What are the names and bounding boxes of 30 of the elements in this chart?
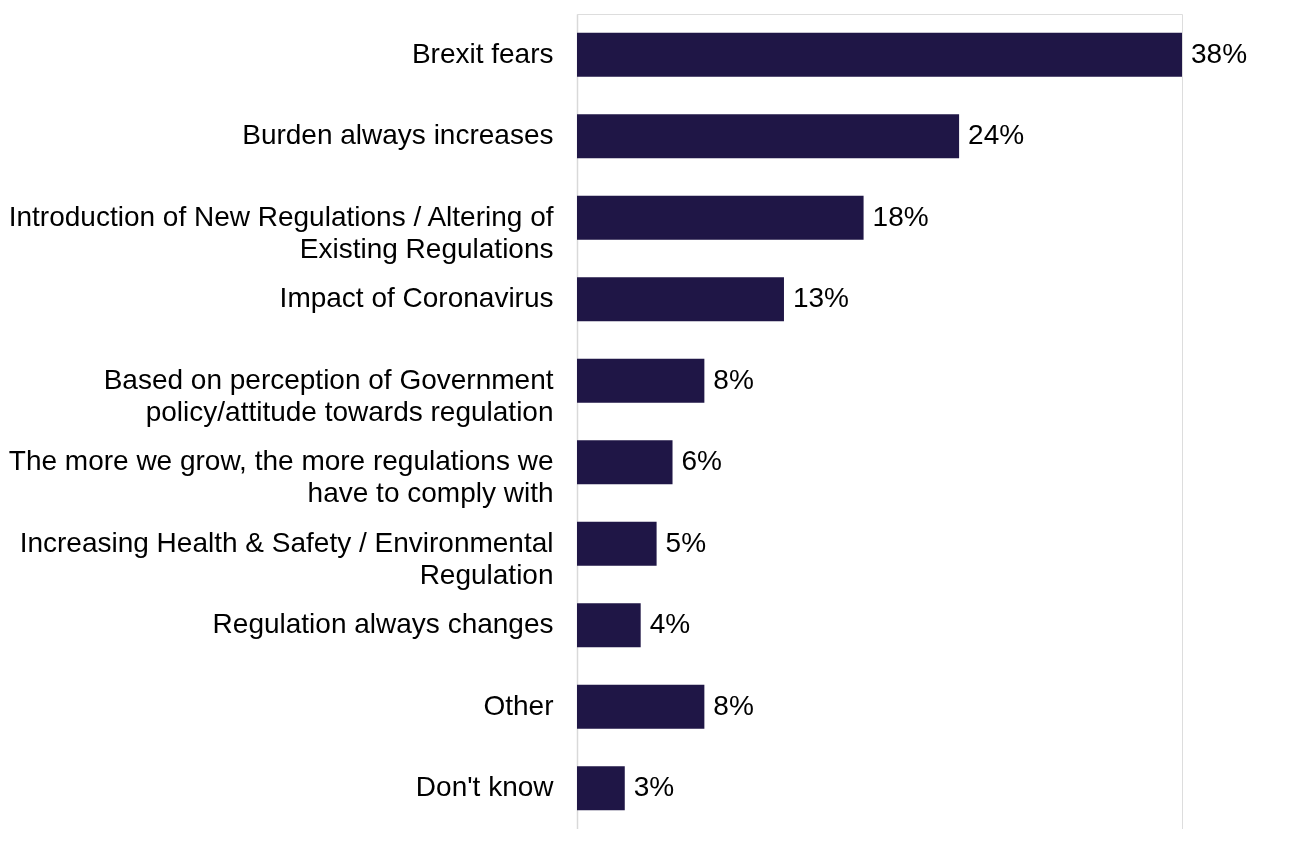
y-tick-label: Impact of Coronavirus (279, 282, 554, 314)
bar (577, 684, 705, 729)
bar (577, 277, 784, 322)
y-tick-label: Regulation always changes (212, 608, 554, 640)
y-tick-label: Brexit fears (411, 37, 554, 69)
bar (577, 521, 657, 566)
data-label: 8% (713, 363, 754, 395)
bar (577, 114, 960, 159)
y-tick-label: Based on perception of Government policy/attitude towards regulation (103, 363, 554, 427)
y-tick-label: Don't know (415, 771, 555, 803)
y-tick-label: The more we grow, the more regulations we have to comply with (8, 445, 554, 509)
bar (577, 440, 673, 485)
data-label: 8% (713, 689, 754, 721)
bar (577, 766, 625, 811)
bar (577, 32, 1182, 77)
bar (577, 603, 641, 648)
y-tick-label: Burden always increases (242, 119, 554, 151)
data-label: 5% (665, 526, 707, 558)
bar (577, 358, 705, 403)
y-tick-label: Increasing Health & Safety / Environmental Regulation (19, 526, 554, 590)
y-tick-label: Introduction of New Regulations / Altering of Existing Regulations (8, 200, 554, 264)
data-label: 3% (633, 771, 675, 803)
data-label: 38% (1191, 37, 1248, 69)
data-label: 18% (872, 200, 929, 232)
data-label: 24% (968, 119, 1025, 151)
data-label: 6% (681, 445, 722, 477)
bar (577, 195, 864, 240)
y-tick-label: Other (483, 689, 554, 721)
data-label: 4% (649, 608, 691, 640)
data-label: 13% (792, 282, 850, 314)
